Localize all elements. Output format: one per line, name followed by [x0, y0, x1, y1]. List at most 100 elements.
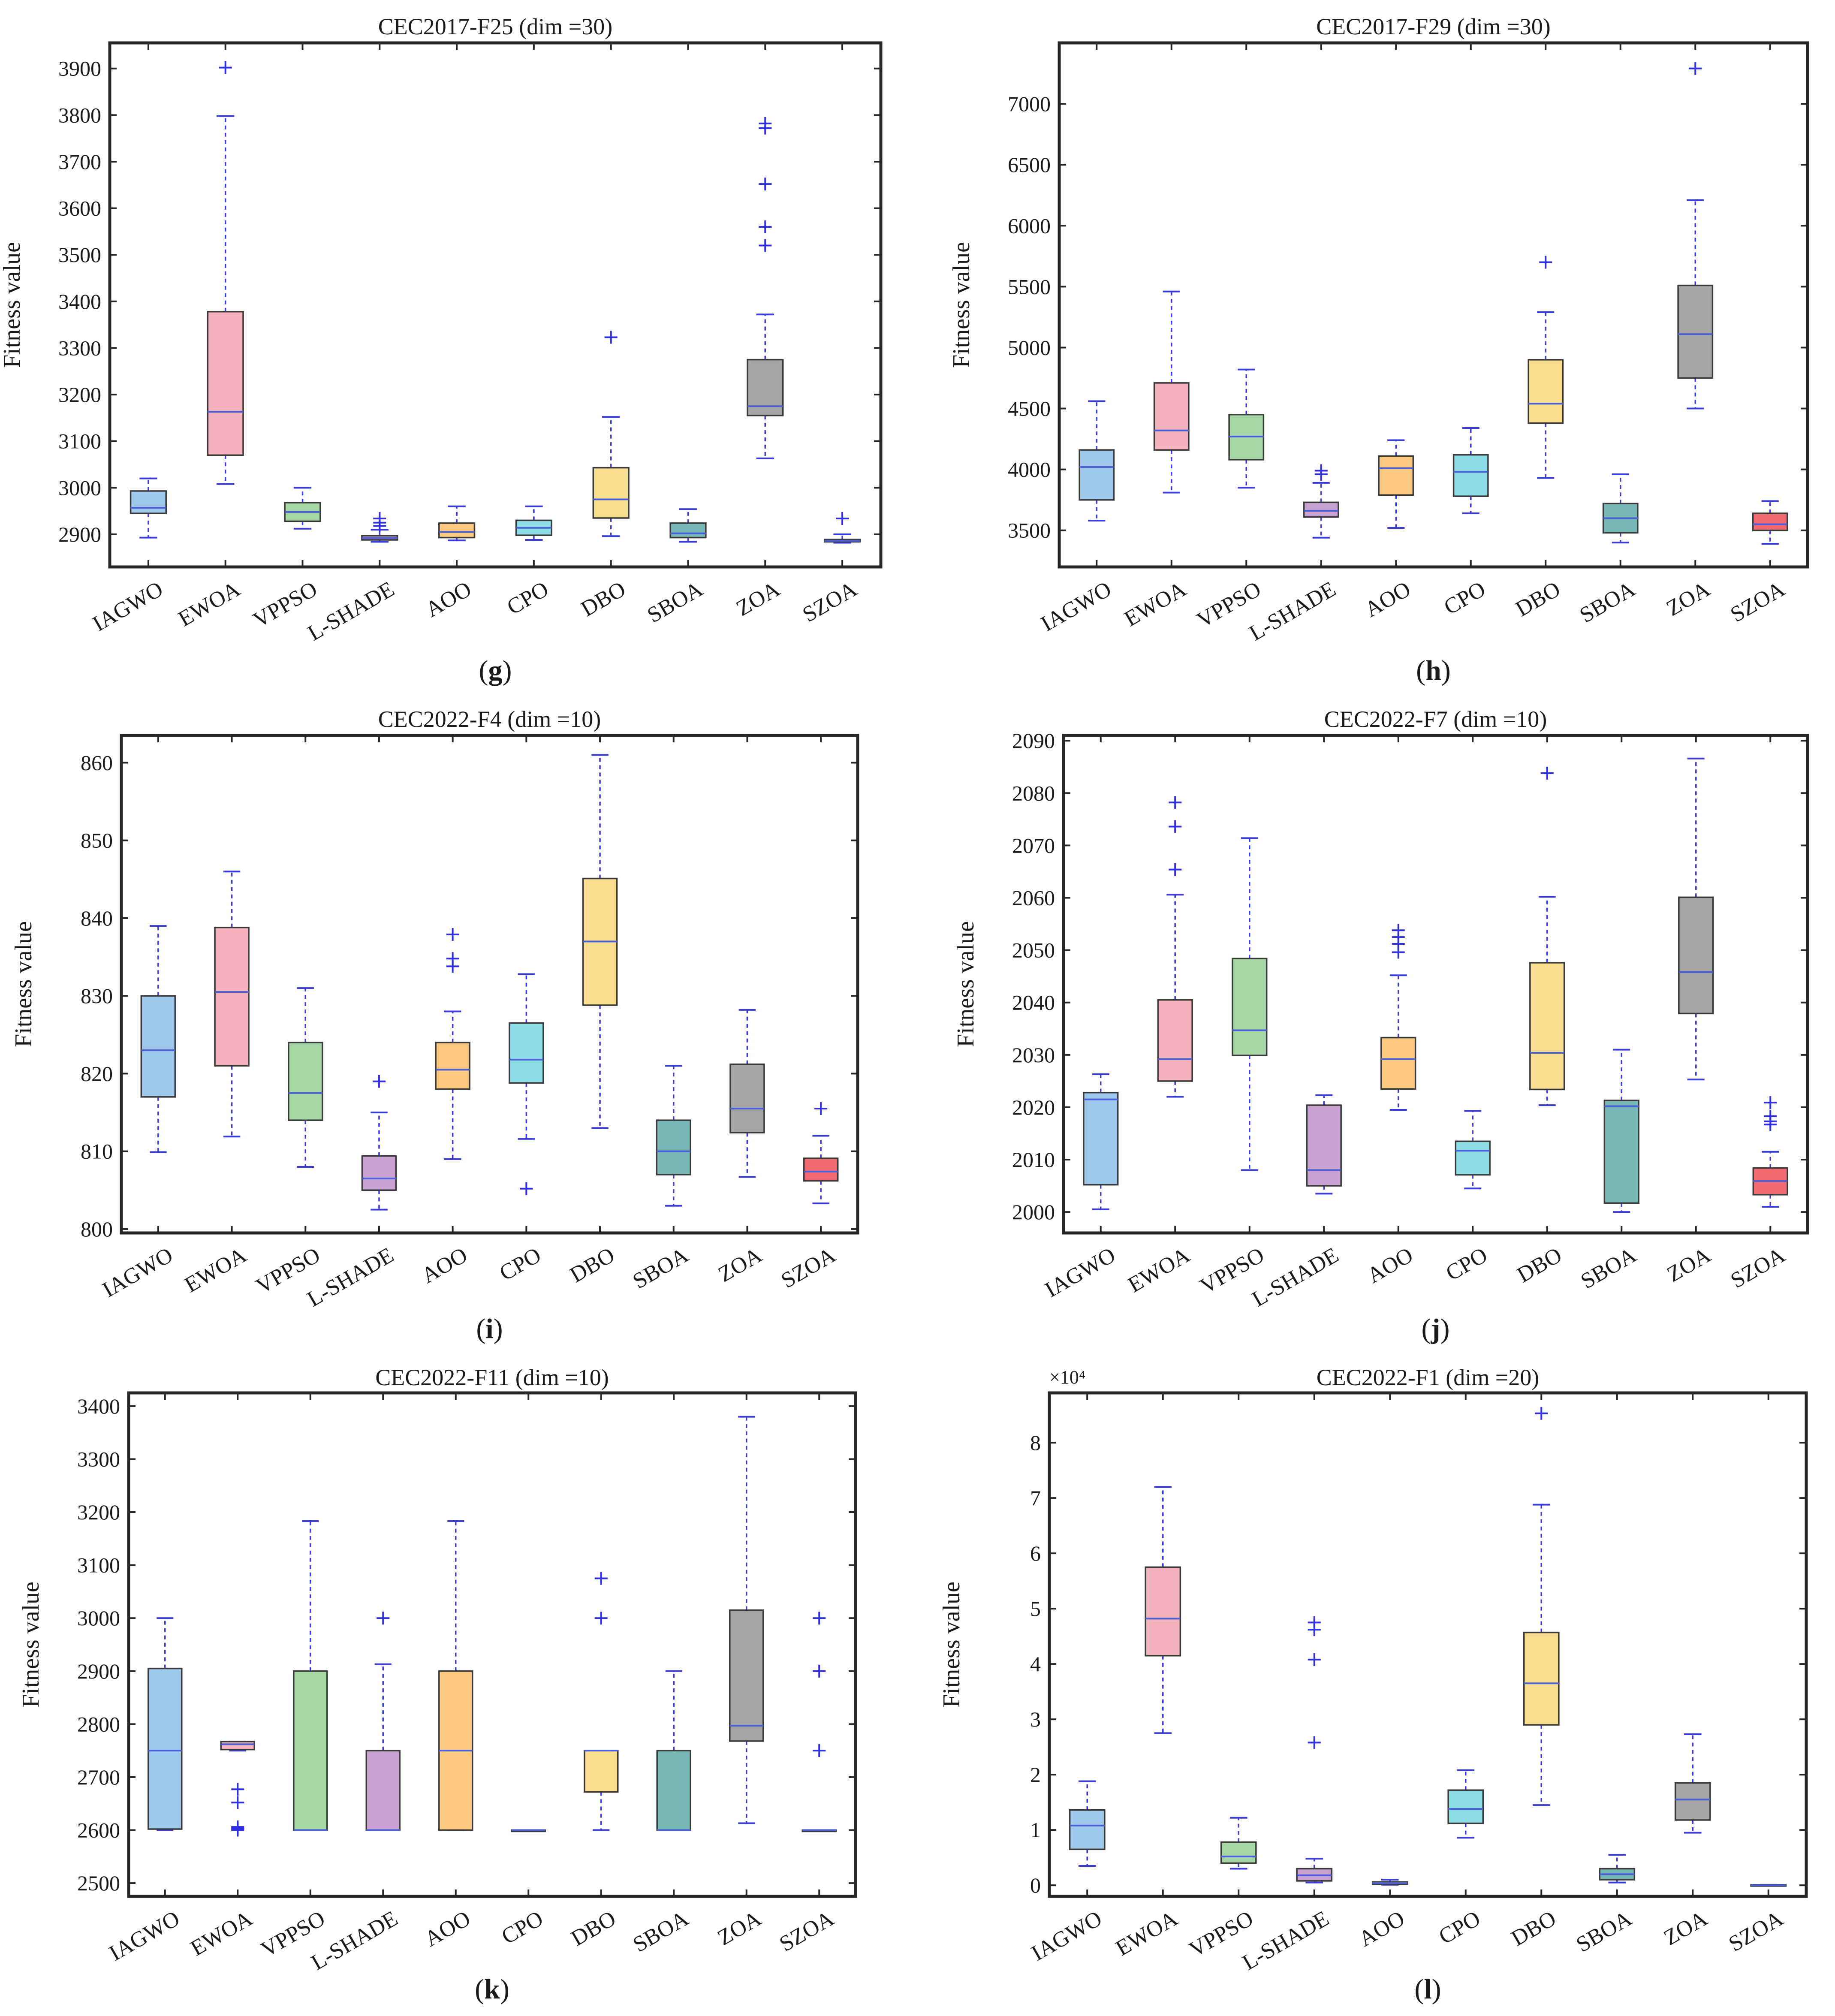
y-tick-label: 2040 — [1012, 991, 1055, 1015]
box-body — [729, 1609, 764, 1742]
box-body — [592, 467, 630, 519]
box-ewoa — [1145, 1486, 1181, 1734]
box-iagwo — [148, 1617, 183, 1831]
box-zoa — [729, 1416, 764, 1824]
outlier-marker — [231, 1783, 244, 1796]
chart-title: CEC2017-F29 (dim =30) — [1316, 14, 1550, 39]
axes-frame — [120, 734, 859, 1235]
box-ewoa — [1153, 290, 1190, 494]
box-body — [1157, 999, 1193, 1082]
outlier-marker — [219, 61, 232, 74]
box-body — [1069, 1809, 1106, 1850]
outlier-marker — [1539, 256, 1552, 269]
y-tick-label: 850 — [81, 829, 113, 853]
y-tick-label: 2020 — [1012, 1095, 1055, 1119]
outlier-marker — [813, 1612, 826, 1625]
y-tick-label: 8 — [1030, 1431, 1041, 1455]
box-ewoa — [220, 1741, 255, 1837]
chart-title: CEC2022-F1 (dim =20) — [1317, 1365, 1539, 1390]
box-zoa — [747, 117, 784, 459]
panel-label: (j) — [1422, 1313, 1450, 1344]
outlier-marker — [604, 331, 618, 344]
y-tick-label: 3400 — [58, 289, 101, 313]
box-body — [1306, 1104, 1342, 1187]
y-tick-label: 3900 — [58, 57, 101, 81]
box-body — [1528, 359, 1564, 424]
outlier-marker — [1169, 820, 1182, 833]
y-tick-label: 2 — [1030, 1763, 1041, 1787]
y-axis-label: Fitness value — [938, 1582, 965, 1708]
y-tick-label: 3100 — [58, 429, 101, 453]
y-tick-label: 4 — [1030, 1652, 1041, 1676]
y-tick-label: 830 — [81, 984, 113, 1008]
box-cpo — [1452, 427, 1489, 514]
y-tick-label: 3000 — [77, 1606, 120, 1630]
box-body — [1220, 1841, 1257, 1864]
outlier-marker — [373, 512, 386, 525]
box-l-shade — [365, 1612, 401, 1831]
box-body — [747, 359, 784, 416]
box-body — [293, 1670, 328, 1831]
box-zoa — [729, 1009, 765, 1178]
box-body — [656, 1119, 691, 1175]
y-tick-label: 810 — [81, 1139, 113, 1163]
y-tick-label: 2000 — [1012, 1200, 1055, 1224]
y-axis-label: Fitness value — [948, 242, 975, 368]
box-body — [1145, 1566, 1181, 1657]
box-dbo — [592, 331, 630, 537]
box-body — [214, 926, 250, 1067]
outlier-marker — [594, 1612, 608, 1625]
box-body — [130, 490, 167, 514]
outlier-marker — [759, 178, 772, 191]
box-l-shade — [361, 1075, 397, 1211]
y-tick-label: 2030 — [1012, 1043, 1055, 1067]
box-dbo — [584, 1572, 619, 1831]
box-ewoa — [1157, 796, 1193, 1098]
outlier-marker — [231, 1820, 244, 1834]
box-szoa — [1752, 500, 1788, 545]
box-body — [148, 1667, 183, 1830]
panel-label: (l) — [1414, 1974, 1441, 2005]
outlier-marker — [594, 1572, 608, 1585]
panel-label: (k) — [475, 1974, 509, 2005]
box-body — [1678, 896, 1714, 1015]
box-sboa — [1602, 473, 1639, 544]
box-body — [509, 1022, 544, 1084]
chart-title: CEC2022-F11 (dim =10) — [375, 1365, 609, 1390]
box-body — [803, 1157, 839, 1182]
outlier-marker — [231, 1796, 244, 1809]
box-l-shade — [361, 512, 398, 543]
outlier-marker — [1764, 1096, 1777, 1109]
outlier-marker — [759, 239, 772, 252]
box-aoo — [1371, 1879, 1408, 1886]
outlier-marker — [1308, 1653, 1321, 1666]
box-body — [1523, 1631, 1560, 1726]
box-vppso — [1220, 1817, 1257, 1870]
box-ewoa — [214, 871, 250, 1138]
outlier-marker — [1169, 796, 1182, 809]
box-body — [1153, 382, 1190, 451]
outlier-marker — [1308, 1736, 1321, 1749]
outlier-marker — [1764, 1109, 1777, 1123]
y-tick-label: 3600 — [58, 196, 101, 220]
box-vppso — [1228, 368, 1265, 489]
axes-frame — [127, 1391, 857, 1898]
y-tick-label: 7000 — [1008, 92, 1051, 116]
y-tick-label: 3700 — [58, 150, 101, 174]
box-l-shade — [1306, 1094, 1342, 1195]
box-vppso — [288, 987, 323, 1168]
box-sboa — [656, 1670, 691, 1831]
box-iagwo — [1069, 1780, 1106, 1867]
box-szoa — [1750, 1883, 1787, 1887]
y-tick-label: 6 — [1030, 1541, 1041, 1565]
box-zoa — [1677, 62, 1714, 410]
y-tick-label: 1 — [1030, 1818, 1041, 1842]
y-tick-label: 3500 — [58, 243, 101, 267]
box-body — [361, 1155, 397, 1191]
y-axis-label: Fitness value — [18, 1582, 44, 1708]
y-tick-label: 2070 — [1012, 833, 1055, 857]
y-tick-label: 2060 — [1012, 886, 1055, 910]
y-tick-label: 2900 — [77, 1659, 120, 1683]
box-body — [1303, 501, 1339, 518]
